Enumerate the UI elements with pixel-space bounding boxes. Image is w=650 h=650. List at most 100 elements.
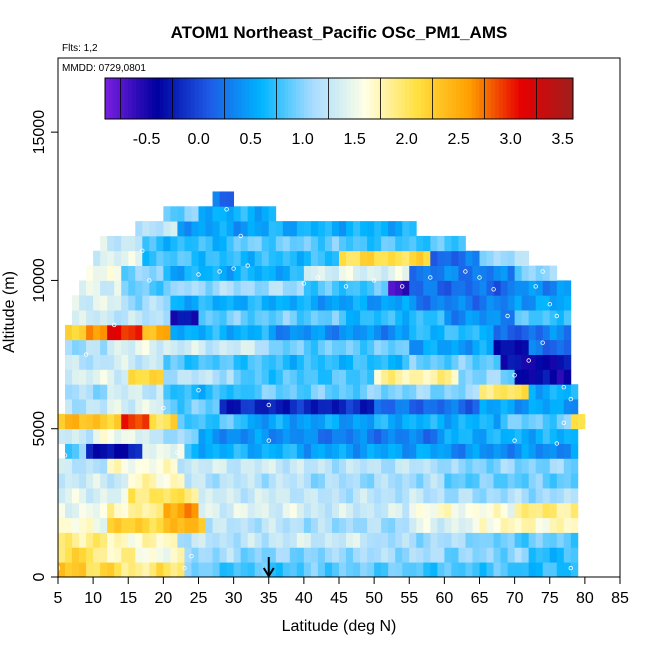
colorbar-swatch [171, 78, 176, 119]
heat-cell [388, 324, 396, 341]
heat-cell [198, 458, 206, 474]
heat-cell [409, 324, 417, 341]
heat-cell [423, 235, 431, 252]
heat-cell [191, 502, 199, 519]
heat-cell [282, 488, 291, 504]
arrow-head [262, 567, 275, 578]
heat-cell [247, 354, 256, 370]
heat-cell [65, 458, 73, 474]
heat-cell [388, 562, 396, 577]
heat-cell [507, 547, 516, 563]
heat-cell [282, 547, 291, 563]
heat-cell [374, 428, 382, 444]
heat-cell [240, 280, 249, 296]
heat-cell [402, 532, 410, 548]
heat-cell [444, 562, 452, 577]
heat-cell [212, 265, 220, 281]
heat-cell [191, 517, 199, 533]
heat-cell [233, 250, 242, 266]
heat-cell [430, 547, 438, 563]
heat-cell [170, 369, 178, 385]
heat-cell [198, 369, 206, 385]
heat-cell [275, 384, 284, 400]
heat-cell [437, 532, 445, 548]
heat-cell [65, 532, 73, 548]
heat-cell [353, 310, 361, 326]
heat-cell [521, 369, 530, 385]
colorbar-swatch [467, 78, 473, 119]
heat-cell [395, 547, 403, 563]
heat-cell [437, 354, 445, 370]
heat-cell [135, 221, 143, 237]
heat-cell [191, 532, 199, 548]
heat-cell [254, 339, 263, 355]
heat-cell [549, 458, 558, 474]
heat-cell [212, 354, 220, 370]
heat-cell [121, 547, 129, 563]
heat-cell [198, 310, 206, 326]
heat-cell [528, 413, 537, 430]
heat-cell [184, 384, 192, 400]
heat-cell [472, 265, 480, 281]
heat-cell [247, 517, 256, 533]
heat-cell [79, 547, 87, 563]
heat-cell [430, 295, 438, 311]
heat-cell [367, 339, 375, 355]
heat-cell [528, 547, 537, 563]
heat-cell [72, 488, 80, 504]
colorbar-swatch [502, 78, 508, 119]
heat-cell [367, 235, 375, 252]
colorbar-swatch [409, 78, 414, 119]
heat-cell [65, 413, 73, 430]
heat-cell [346, 443, 354, 459]
heat-cell [479, 458, 487, 474]
heat-cell [458, 235, 466, 252]
heat-cell [177, 265, 185, 281]
heat-cell [493, 502, 501, 519]
heat-cell [500, 547, 508, 563]
heat-cell [521, 502, 530, 519]
heat-cell [381, 428, 389, 444]
heat-cell [331, 488, 340, 504]
heat-cell [142, 502, 150, 519]
heat-cell [402, 339, 410, 355]
heat-cell [339, 547, 347, 563]
heat-cell [465, 488, 473, 504]
heat-cell [542, 502, 551, 519]
heat-cell [317, 265, 326, 281]
heat-cell [374, 488, 382, 504]
heat-cell [177, 339, 185, 355]
heat-cell [409, 458, 417, 474]
heat-cell [310, 250, 319, 266]
heat-cell [142, 562, 150, 577]
heat-cell [514, 310, 523, 326]
heat-cell [353, 562, 361, 577]
heat-cell [367, 324, 375, 341]
heat-cell [163, 250, 171, 266]
heat-cell [177, 354, 185, 370]
heat-cell [149, 354, 157, 370]
colorbar-swatch [526, 78, 531, 119]
heat-cell [212, 280, 220, 296]
heat-cell [331, 310, 340, 326]
heat-cell [451, 547, 459, 563]
heat-cell [282, 384, 291, 400]
heat-cell [275, 280, 284, 296]
heat-cell [416, 384, 424, 400]
heat-cell [219, 532, 227, 548]
heat-cell [198, 324, 206, 341]
heat-cell [128, 458, 136, 474]
heat-cell [135, 443, 143, 459]
colorbar-swatch [124, 78, 129, 119]
heat-cell [556, 547, 565, 563]
heat-cell [479, 399, 487, 415]
heat-cell [114, 354, 122, 370]
heat-cell [240, 547, 249, 563]
heat-cell [367, 399, 375, 415]
sample-point [540, 269, 545, 274]
heat-cell [128, 265, 136, 281]
heat-cell [514, 562, 523, 577]
heat-cell [507, 443, 516, 459]
heat-cell [549, 517, 558, 533]
heat-cell [374, 517, 382, 533]
